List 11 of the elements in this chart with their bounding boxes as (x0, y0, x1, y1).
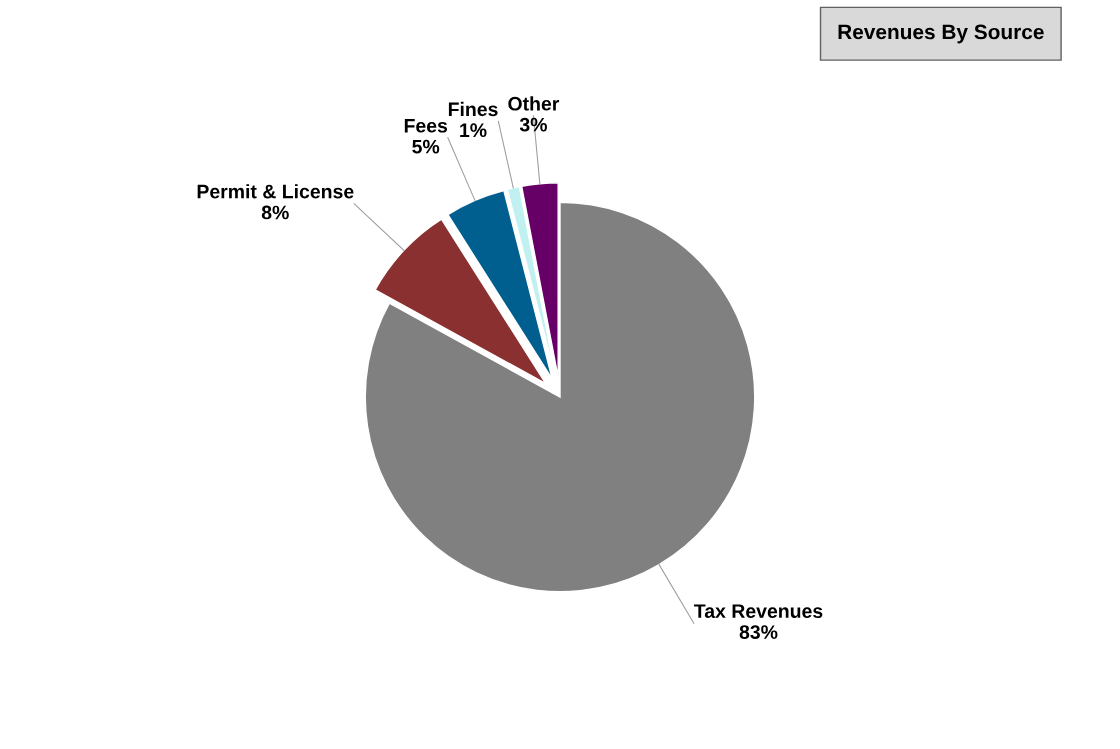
slice-label: Fines (448, 101, 498, 117)
data-label: 1% (460, 123, 487, 138)
text: Revenues By Source (838, 24, 1044, 44)
data-label: 83% (739, 625, 778, 639)
data-label: 3% (519, 117, 547, 132)
slice-label: Other (508, 96, 560, 111)
slice-label: Permit & License (197, 184, 354, 199)
data-label: 8% (261, 205, 289, 220)
slice-label: Tax Revenues (694, 604, 823, 619)
slice-label: Fees (404, 119, 448, 133)
data-label: 5% (412, 139, 440, 154)
